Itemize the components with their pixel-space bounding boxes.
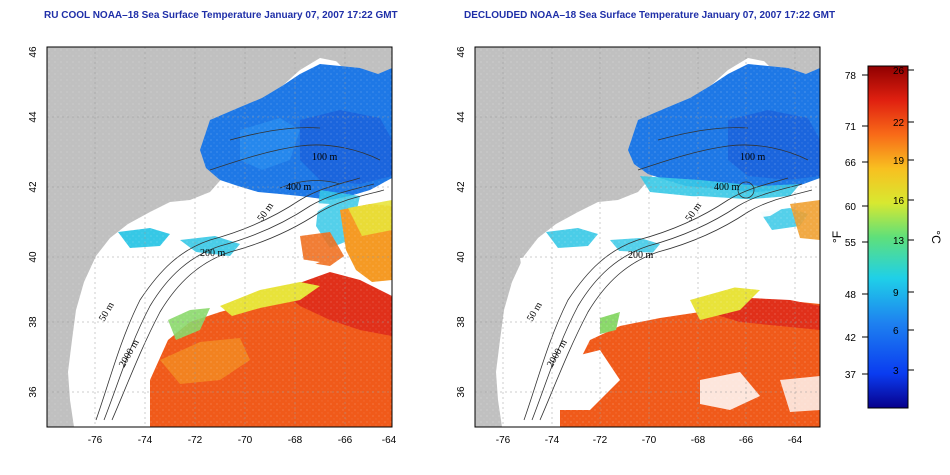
fahrenheit-ticks: 78 71 66 60 55 48 42 37 [845, 71, 857, 381]
lon-tick: -70 [238, 435, 253, 446]
lat-tick: 42 [456, 181, 467, 193]
c-tick: 13 [893, 236, 905, 247]
lat-tick: 46 [28, 46, 39, 58]
f-tick: 60 [845, 202, 857, 213]
contour-label-200m: 200 m [628, 250, 654, 261]
lon-tick: -68 [288, 435, 303, 446]
contour-label-400m: 400 m [714, 182, 740, 193]
lon-tick: -66 [338, 435, 353, 446]
lat-tick: 42 [28, 181, 39, 193]
f-tick: 37 [845, 370, 857, 381]
lat-tick: 38 [456, 316, 467, 328]
right-panel-title: DECLOUDED NOAA–18 Sea Surface Temperatur… [464, 10, 836, 21]
contour-label-200m: 200 m [200, 248, 226, 259]
lon-tick: -72 [188, 435, 203, 446]
f-tick: 66 [845, 158, 857, 169]
right-lat-axis: 46 44 42 40 38 36 [456, 46, 467, 398]
bathymetry-contours [523, 127, 813, 421]
left-lon-axis: -76 -74 -72 -70 -68 -66 -64 [88, 435, 397, 446]
lon-tick: -76 [88, 435, 103, 446]
left-map-panel: 100 m 400 m 50 m 200 m 50 m 2000 m 46 44… [28, 46, 397, 446]
lat-tick: 36 [456, 386, 467, 398]
lat-lon-grid [47, 47, 392, 427]
lon-tick: -72 [593, 435, 608, 446]
f-tick: 55 [845, 238, 857, 249]
bathymetry-contours [95, 127, 385, 421]
f-tick: 71 [845, 122, 857, 133]
lon-tick: -66 [739, 435, 754, 446]
lat-tick: 46 [456, 46, 467, 58]
c-tick: 16 [893, 196, 905, 207]
contour-label-100m: 100 m [740, 152, 766, 163]
f-tick: 48 [845, 290, 857, 301]
f-tick: 78 [845, 71, 857, 82]
lat-tick: 44 [456, 111, 467, 123]
left-panel-title: RU COOL NOAA–18 Sea Surface Temperature … [44, 10, 398, 21]
right-lon-axis: -76 -74 -72 -70 -68 -66 -64 [496, 435, 803, 446]
c-tick: 19 [893, 156, 905, 167]
lon-tick: -64 [382, 435, 397, 446]
celsius-unit-label: °C [929, 230, 943, 244]
lat-tick: 36 [28, 386, 39, 398]
c-tick: 9 [893, 288, 899, 299]
lon-tick: -70 [642, 435, 657, 446]
celsius-ticks: 26 22 19 16 13 9 6 3 [893, 66, 905, 377]
f-tick: 42 [845, 333, 857, 344]
lon-tick: -74 [545, 435, 560, 446]
temperature-colorbar: 78 71 66 60 55 48 42 37 26 22 19 16 13 9 [830, 65, 943, 409]
left-lat-axis: 46 44 42 40 38 36 [28, 46, 39, 398]
c-tick: 6 [893, 326, 899, 337]
lon-tick: -76 [496, 435, 511, 446]
right-map-panel: 100 m 400 m 50 m 200 m 50 m 2000 m 46 44… [456, 46, 821, 446]
lat-tick: 40 [28, 251, 39, 263]
lon-tick: -64 [788, 435, 803, 446]
lat-lon-grid [475, 47, 820, 427]
lon-tick: -74 [138, 435, 153, 446]
fahrenheit-unit-label: °F [830, 231, 844, 243]
lat-tick: 44 [28, 111, 39, 123]
lat-tick: 40 [456, 251, 467, 263]
c-tick: 3 [893, 366, 899, 377]
lat-tick: 38 [28, 316, 39, 328]
colorbar-gradient [867, 65, 909, 409]
c-tick: 26 [893, 66, 905, 77]
contour-label-400m: 400 m [286, 182, 312, 193]
c-tick: 22 [893, 118, 905, 129]
lon-tick: -68 [691, 435, 706, 446]
contour-label-100m: 100 m [312, 152, 338, 163]
